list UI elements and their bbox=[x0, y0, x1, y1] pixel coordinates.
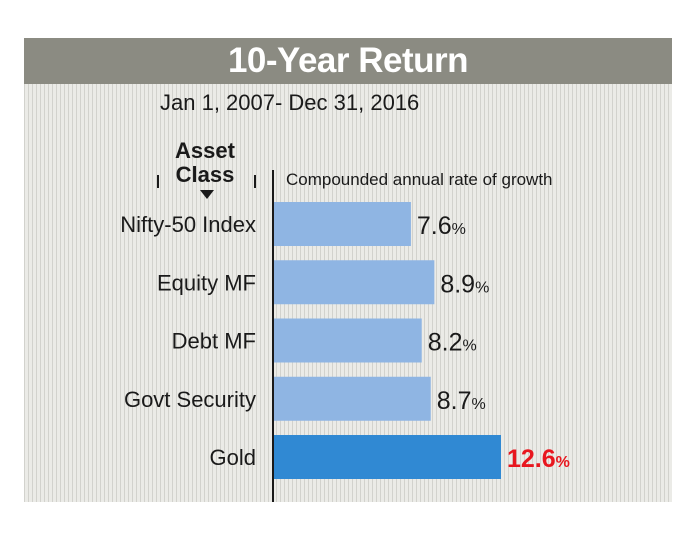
header-bracket-left bbox=[157, 175, 159, 188]
category-label: Debt MF bbox=[172, 329, 256, 354]
category-label: Govt Security bbox=[124, 387, 256, 412]
bar bbox=[274, 318, 422, 363]
category-header-line-1: Asset bbox=[175, 138, 235, 163]
chart-card: 10-Year Return Jan 1, 2007- Dec 31, 2016… bbox=[24, 38, 672, 502]
percent-unit: % bbox=[472, 396, 486, 413]
category-header-line-2: Class bbox=[175, 162, 235, 187]
metric-label: Compounded annual rate of growth bbox=[286, 170, 553, 189]
bar-highlighted bbox=[274, 435, 501, 479]
category-label: Gold bbox=[210, 445, 256, 470]
percent-unit: % bbox=[462, 338, 476, 355]
chart-subtitle: Jan 1, 2007- Dec 31, 2016 bbox=[160, 90, 420, 115]
category-header: Asset Class bbox=[162, 139, 248, 187]
value-label: 8.2% bbox=[428, 329, 477, 357]
value-label: 8.9% bbox=[440, 270, 489, 298]
percent-unit: % bbox=[452, 221, 466, 238]
bar bbox=[274, 260, 435, 305]
category-label: Nifty-50 Index bbox=[120, 212, 256, 237]
chart-title: 10-Year Return bbox=[24, 38, 672, 84]
value-label: 8.7% bbox=[437, 387, 486, 415]
category-axis-line bbox=[272, 170, 274, 502]
bar bbox=[274, 376, 431, 421]
percent-unit: % bbox=[475, 279, 489, 296]
category-label: Equity MF bbox=[157, 270, 256, 295]
header-bracket-right bbox=[254, 175, 256, 188]
value-label: 12.6% bbox=[507, 445, 570, 473]
bar-chart: Nifty-50 Index 7.6% Equity MF 8.9% Debt MF 8.… bbox=[120, 202, 570, 479]
down-arrow-icon bbox=[200, 190, 214, 199]
bar bbox=[274, 202, 411, 246]
value-label: 7.6% bbox=[417, 212, 466, 240]
percent-unit: % bbox=[556, 454, 570, 471]
